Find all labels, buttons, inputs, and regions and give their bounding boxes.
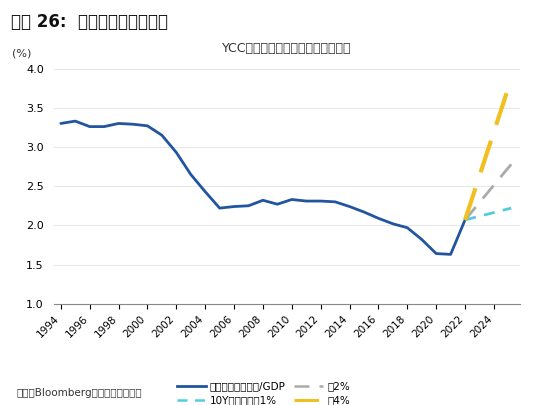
Legend: 日本政府利息费用/GDP, 10Y日债利率到1%, 到2%, 到4%: 日本政府利息费用/GDP, 10Y日债利率到1%, 到2%, 到4% [173,377,354,405]
Text: 图表 26:  日本的财政付息压力: 图表 26: 日本的财政付息压力 [11,13,168,31]
Title: YCC放松后日本财政付息压力测算值: YCC放松后日本财政付息压力测算值 [222,43,352,55]
Text: 来源：Bloomberg，国金证券研究所: 来源：Bloomberg，国金证券研究所 [16,388,142,398]
Text: (%): (%) [12,48,31,58]
